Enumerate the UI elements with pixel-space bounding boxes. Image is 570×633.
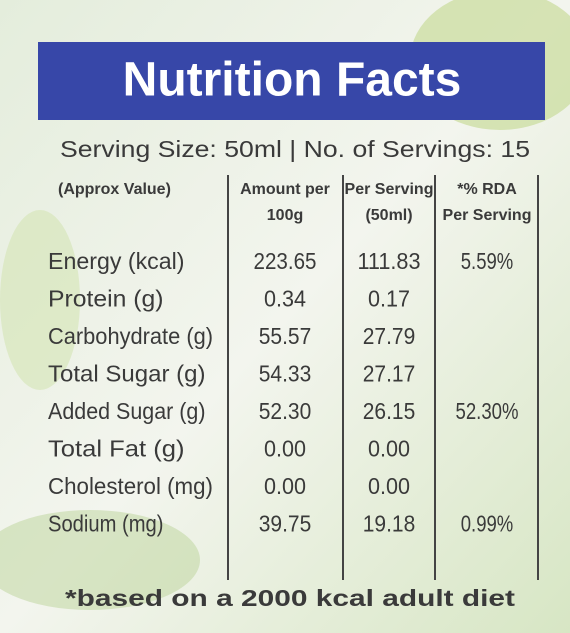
column-header: (Approx Value) bbox=[58, 181, 171, 198]
nutrient-name: Energy (kcal) bbox=[48, 248, 185, 274]
title-banner bbox=[38, 42, 545, 120]
nutrient-value: 52.30 bbox=[259, 398, 312, 424]
nutrient-value: 27.79 bbox=[363, 323, 416, 349]
nutrient-value: 54.33 bbox=[259, 361, 312, 387]
nutrient-value: 52.30% bbox=[456, 398, 519, 424]
column-header: *% RDA Per Serving bbox=[443, 181, 532, 224]
nutrient-value: 19.18 bbox=[363, 511, 416, 537]
nutrient-value: 0.00 bbox=[264, 436, 306, 462]
footnote: *based on a 2000 kcal adult diet bbox=[65, 585, 515, 611]
table-lines bbox=[227, 175, 539, 580]
nutrient-name: Total Fat (g) bbox=[48, 436, 185, 462]
nutrient-name: Cholesterol (mg) bbox=[48, 473, 213, 499]
column-header: Per Serving (50ml) bbox=[345, 181, 434, 224]
nutrient-value: 0.34 bbox=[264, 286, 306, 312]
nutrient-value: 26.15 bbox=[363, 398, 416, 424]
nutrient-value: 0.00 bbox=[264, 473, 306, 499]
nutrient-name: Added Sugar (g) bbox=[48, 398, 206, 424]
nutrient-value: 111.83 bbox=[358, 248, 421, 274]
nutrient-value: 27.17 bbox=[363, 361, 416, 387]
column-header: Amount per 100g bbox=[240, 181, 330, 224]
title: Nutrition Facts bbox=[123, 54, 462, 107]
nutrient-value: 223.65 bbox=[254, 248, 317, 274]
nutrient-value: 0.17 bbox=[368, 286, 410, 312]
nutrient-name: Carbohydrate (g) bbox=[48, 323, 213, 349]
leaf-decor bbox=[0, 510, 200, 610]
nutrient-value: 55.57 bbox=[259, 323, 312, 349]
nutrient-value: 0.00 bbox=[368, 473, 410, 499]
nutrient-name: Protein (g) bbox=[48, 286, 164, 312]
nutrient-value: 0.00 bbox=[368, 436, 410, 462]
nutrient-value: 0.99% bbox=[461, 511, 514, 537]
leaf-decor bbox=[0, 210, 80, 390]
serving-info: Serving Size: 50ml | No. of Servings: 15 bbox=[60, 136, 530, 162]
nutrient-name: Total Sugar (g) bbox=[48, 361, 206, 387]
nutrient-name: Sodium (mg) bbox=[48, 511, 164, 537]
nutrient-value: 5.59% bbox=[461, 248, 514, 274]
nutrient-value: 39.75 bbox=[259, 511, 312, 537]
